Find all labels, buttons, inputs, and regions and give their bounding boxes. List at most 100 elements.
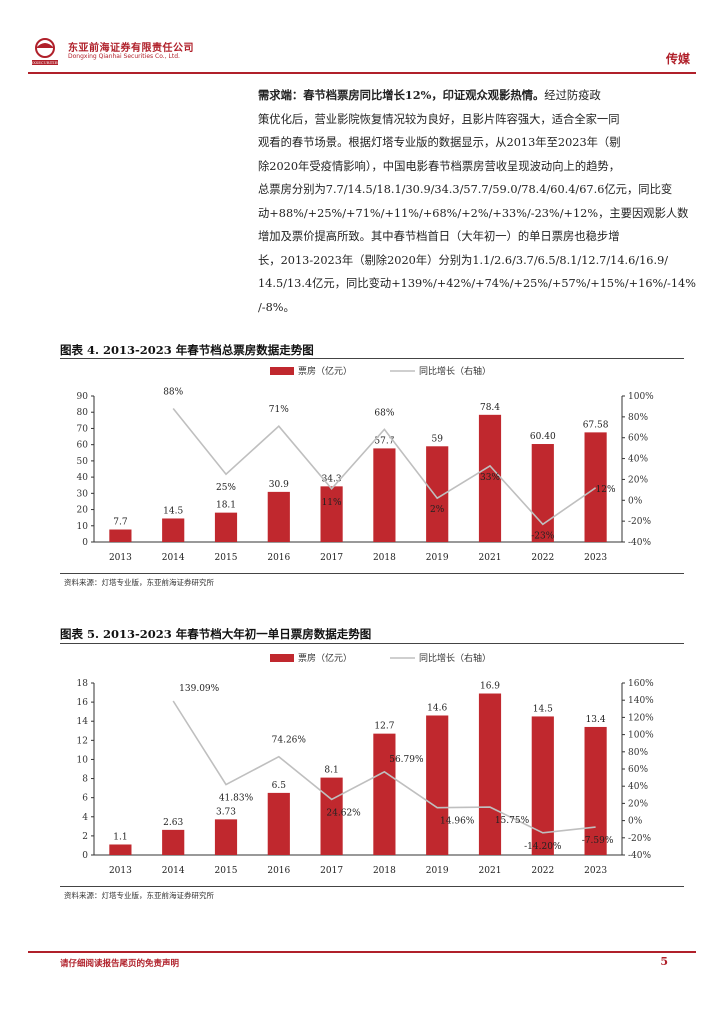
category-label-2014: 2014 <box>162 866 185 876</box>
y-tick-label-right: -20% <box>628 834 651 844</box>
paragraph-line: 观看的春节场景。根据灯塔专业版的数据显示，从2013年至2023年（剔 <box>258 136 621 149</box>
bar-label-2016: 6.5 <box>272 781 287 791</box>
y-tick-label-right: 20% <box>628 799 648 809</box>
logo-text: DXSECURITIES <box>30 61 60 65</box>
figure-5-source: 资料来源：灯塔专业版，东亚前海证券研究所 <box>64 891 214 900</box>
bar-2013 <box>109 844 132 855</box>
y-tick-label-right: 40% <box>628 782 648 792</box>
bar-label-2013: 7.7 <box>113 518 128 528</box>
y-tick-label-right: 140% <box>628 696 654 706</box>
legend-bar-label: 票房（亿元） <box>298 652 352 664</box>
y-tick-label-right: 60% <box>628 434 648 444</box>
category-label-2021: 2021 <box>479 866 502 876</box>
category-label-2018: 2018 <box>373 866 396 876</box>
paragraph-line: 长，2013-2023年（剔除2020年）分别为1.1/2.6/3.7/6.5/… <box>258 253 669 267</box>
growth-label-2023: -7.59% <box>582 836 614 846</box>
first-day-box-office-chart: 票房（亿元） 同比增长（右轴） 0 2 4 6 8 10 12 14 16 18 -40% -20% 0% 2… <box>77 652 655 876</box>
total-box-office-chart: 票房（亿元） 同比增长（右轴） 0 10 20 30 40 50 60 70 80 90 -40% -20… <box>77 365 655 563</box>
y-tick-label-right: -40% <box>628 538 651 548</box>
legend-line-label: 同比增长（右轴） <box>419 652 491 664</box>
legend-line-label: 同比增长（右轴） <box>419 365 491 377</box>
y-tick-label-left: 60 <box>77 441 89 451</box>
growth-label-2021: 15.75% <box>495 816 530 826</box>
y-tick-label-left: 18 <box>77 679 89 689</box>
bar-2013 <box>109 529 132 542</box>
paragraph-line: 增加及票价提高所致。其中春节档首日（大年初一）的单日票房也稳步增 <box>258 230 620 243</box>
bar-2021 <box>478 414 502 542</box>
figure-4-source: 资料来源：灯塔专业版，东亚前海证券研究所 <box>64 578 214 587</box>
growth-label-2015: 25% <box>216 483 236 493</box>
y-tick-label-left: 70 <box>77 424 89 434</box>
bar-label-2021: 78.4 <box>480 403 500 413</box>
bar-2015 <box>214 819 238 855</box>
bar-label-2021: 16.9 <box>480 682 500 692</box>
y-tick-label-right: 40% <box>628 455 648 465</box>
bar-label-2017: 8.1 <box>324 766 338 776</box>
legend-bar-swatch <box>270 367 294 375</box>
category-label-2018: 2018 <box>373 553 396 563</box>
y-tick-label-left: 10 <box>77 522 89 532</box>
y-tick-label-left: 0 <box>82 851 88 861</box>
paragraph-line: 动+88%/+25%/+71%/+11%/+68%/+2%/+33%/-23%/… <box>258 206 689 220</box>
y-tick-label-right: -20% <box>628 517 651 527</box>
legend-bar-label: 票房（亿元） <box>298 365 352 377</box>
y-tick-label-left: 10 <box>77 755 89 765</box>
y-tick-label-left: 12 <box>77 736 88 746</box>
bar-label-2023: 67.58 <box>583 420 609 430</box>
figure-5-bottom-rule <box>60 886 684 887</box>
page-header: DXSECURITIES 东亚前海证券有限责任公司 Dongxing Qianh… <box>28 30 696 70</box>
bar-label-2014: 2.63 <box>163 818 183 828</box>
paragraph-line: 14.5/13.4亿元，同比变动+139%/+42%/+74%/+25%/+57… <box>258 277 696 290</box>
paragraph-line: /-8%。 <box>258 300 295 314</box>
figure-4-top-rule <box>60 358 684 359</box>
y-tick-label-right: 60% <box>628 765 648 775</box>
figure-4-bottom-rule <box>60 573 684 574</box>
bar-label-2022: 60.40 <box>530 432 556 442</box>
y-tick-label-right: 100% <box>628 731 654 741</box>
bar-label-2019: 14.6 <box>427 703 447 713</box>
growth-line <box>172 407 597 526</box>
bar-2023 <box>584 432 607 542</box>
bar-label-2016: 30.9 <box>269 480 289 490</box>
growth-label-2019: 2% <box>430 505 445 515</box>
bar-2019 <box>426 446 449 542</box>
bar-label-2022: 14.5 <box>533 704 553 714</box>
growth-label-2016: 71% <box>269 405 289 415</box>
y-tick-label-left: 30 <box>77 489 89 499</box>
report-sector: 传媒 <box>665 52 690 66</box>
bar-label-2019: 59 <box>431 434 443 444</box>
paragraph-line-1: 需求端：春节档票房同比增长12%，印证观众观影热情。经过防疫政 <box>258 84 702 108</box>
bar-2014 <box>162 518 185 542</box>
bar-label-2023: 13.4 <box>586 715 606 725</box>
figure-4-title: 图表 4. 2013-2023 年春节档总票房数据走势图 <box>60 343 314 357</box>
y-tick-label-right: 80% <box>628 748 648 758</box>
category-label-2015: 2015 <box>215 553 238 563</box>
y-tick-label-left: 8 <box>82 775 88 785</box>
bar-2016 <box>267 491 290 542</box>
bar-2021 <box>478 693 502 855</box>
category-label-2022: 2022 <box>531 553 554 563</box>
growth-label-2014: 88% <box>163 388 183 398</box>
growth-line <box>172 700 596 834</box>
paragraph-lead: 需求端：春节档票房同比增长12%，印证观众观影热情。 <box>258 88 545 102</box>
category-label-2017: 2017 <box>320 866 343 876</box>
y-tick-label-left: 80 <box>77 408 89 418</box>
y-tick-label-right: -40% <box>628 851 651 861</box>
category-label-2013: 2013 <box>109 553 132 563</box>
growth-label-2016: 74.26% <box>272 736 307 746</box>
bar-2022 <box>531 444 554 542</box>
category-label-2016: 2016 <box>267 553 290 563</box>
bar-2018 <box>373 733 396 855</box>
figure-5-title: 图表 5. 2013-2023 年春节档大年初一单日票房数据走势图 <box>60 627 372 641</box>
company-logo-icon: DXSECURITIES <box>30 38 60 65</box>
y-tick-label-right: 20% <box>628 475 648 485</box>
paragraph-line: 策优化后，营业影院恢复情况较为良好，且影片阵容强大，适合全家一同 <box>258 112 620 126</box>
y-tick-label-left: 20 <box>77 506 89 516</box>
footer-divider <box>28 951 696 953</box>
category-label-2015: 2015 <box>215 866 238 876</box>
category-label-2022: 2022 <box>531 866 554 876</box>
growth-label-2017: 11% <box>322 498 342 508</box>
paragraph-line: 除2020年受疫情影响），中国电影春节档票房营收呈现波动向上的趋势， <box>258 159 621 173</box>
category-label-2021: 2021 <box>479 553 502 563</box>
demand-paragraph: 需求端：春节档票房同比增长12%，印证观众观影热情。经过防疫政 策优化后，营业影… <box>258 84 702 319</box>
